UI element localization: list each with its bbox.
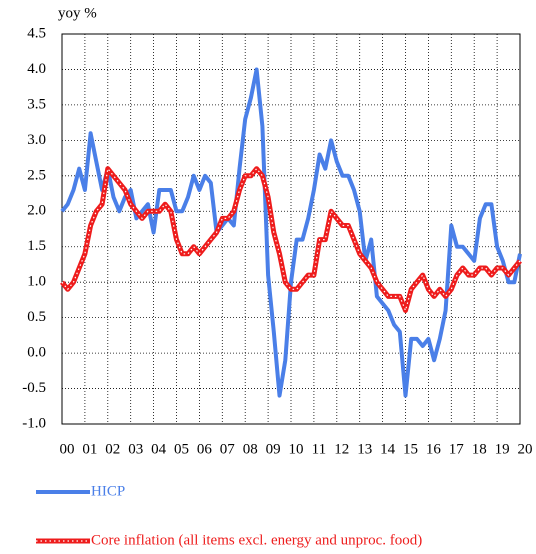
series-line-texture: [61, 167, 521, 313]
y-tick-label: 2.5: [27, 167, 46, 183]
x-tick-label: 08: [243, 441, 258, 457]
x-tick-label: 15: [403, 441, 418, 457]
y-tick-label: 3.0: [27, 132, 46, 148]
x-tick-label: 14: [380, 441, 396, 457]
x-tick-label: 01: [82, 441, 97, 457]
x-tick-label: 07: [220, 441, 236, 457]
y-tick-label: 0.0: [27, 345, 46, 361]
x-tick-label: 11: [312, 441, 326, 457]
x-tick-label: 09: [266, 441, 281, 457]
x-tick-label: 18: [472, 441, 487, 457]
y-axis-label: yoy %: [58, 5, 97, 21]
legend-label: Core inflation (all items excl. energy a…: [91, 532, 422, 548]
x-tick-label: 16: [426, 441, 442, 457]
x-tick-label: 20: [518, 441, 533, 457]
legend-label: HICP: [91, 483, 125, 499]
x-tick-label: 13: [357, 441, 372, 457]
x-tick-label: 06: [197, 441, 213, 457]
y-tick-label: 3.5: [27, 96, 46, 112]
y-tick-label: 0.5: [27, 309, 46, 325]
y-tick-label: 1.0: [27, 274, 46, 290]
x-tick-label: 03: [128, 441, 143, 457]
y-tick-label: 4.0: [27, 61, 46, 77]
y-tick-label: 2.0: [27, 203, 46, 219]
x-tick-label: 10: [289, 441, 304, 457]
y-tick-label: -0.5: [22, 380, 46, 396]
x-tick-label: 05: [174, 441, 189, 457]
x-tick-label: 00: [60, 441, 75, 457]
x-tick-label: 02: [105, 441, 120, 457]
plot-frame: [61, 33, 521, 425]
y-tick-label: 4.5: [27, 25, 46, 41]
y-tick-label: -1.0: [22, 415, 46, 431]
y-tick-label: 1.5: [27, 238, 46, 254]
x-tick-label: 17: [449, 441, 465, 457]
x-tick-label: 04: [151, 441, 167, 457]
x-tick-label: 12: [334, 441, 349, 457]
x-tick-label: 19: [495, 441, 510, 457]
